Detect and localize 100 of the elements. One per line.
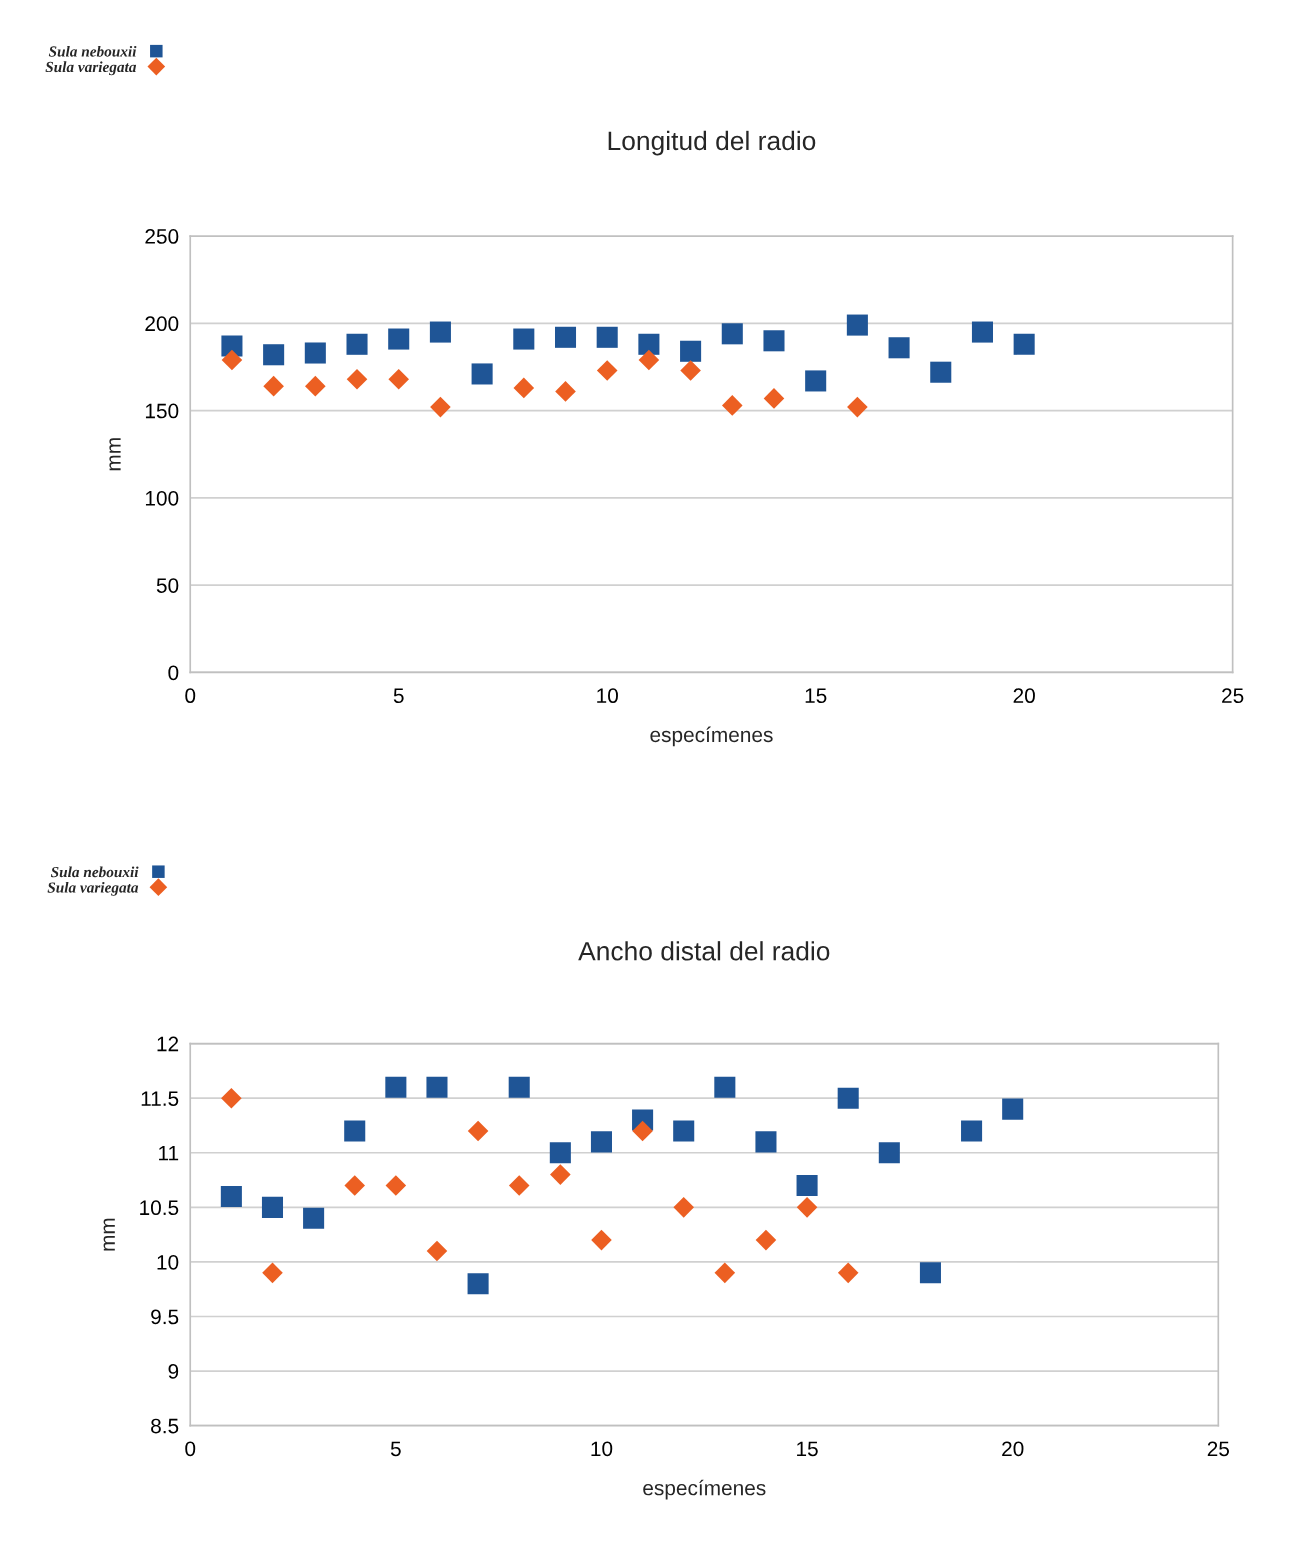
- point: [755, 1131, 777, 1153]
- point: [846, 314, 868, 336]
- y-tick-label: 150: [145, 403, 179, 419]
- point: [262, 1262, 283, 1284]
- x-tick-label: 5: [390, 1441, 401, 1457]
- x-axis-title: especímenes: [650, 726, 773, 747]
- point: [304, 342, 326, 364]
- point: [471, 363, 493, 385]
- point: [388, 328, 410, 350]
- y-axis-title: mm: [109, 438, 121, 471]
- point: [680, 340, 702, 362]
- point: [1013, 333, 1035, 355]
- chart-title: Longitud del radio: [608, 130, 816, 156]
- point: [961, 1120, 983, 1142]
- point: [429, 321, 451, 343]
- point: [467, 1273, 489, 1295]
- point: [344, 1175, 366, 1196]
- point: [555, 381, 576, 402]
- point: [508, 1076, 530, 1098]
- point: [221, 1087, 242, 1109]
- point: [1002, 1098, 1024, 1120]
- x-tick-label: 0: [185, 688, 196, 704]
- point: [550, 1164, 571, 1185]
- y-tick-label: 10: [157, 1254, 179, 1270]
- point: [263, 344, 285, 366]
- y-tick-label: 100: [145, 490, 179, 506]
- x-tick-label: 15: [797, 1441, 818, 1457]
- point: [763, 388, 785, 409]
- legend-label: Sula nebouxii: [50, 866, 139, 878]
- y-tick-label: 0: [168, 665, 179, 681]
- point: [346, 333, 368, 355]
- point: [837, 1262, 859, 1284]
- y-tick-label: 9: [168, 1364, 179, 1379]
- point: [888, 337, 910, 359]
- x-tick-label: 20: [1002, 1441, 1024, 1457]
- x-tick-label: 0: [185, 1441, 196, 1457]
- point: [796, 1174, 818, 1197]
- point: [426, 1240, 448, 1262]
- y-tick-label: 11.5: [141, 1091, 179, 1106]
- x-tick-label: 10: [591, 1441, 613, 1457]
- point: [549, 1142, 571, 1164]
- point: [632, 1120, 653, 1142]
- point: [971, 321, 993, 343]
- point: [513, 328, 535, 350]
- point: [385, 1076, 407, 1098]
- point: [596, 360, 618, 381]
- point: [388, 368, 410, 390]
- x-tick-label: 20: [1013, 688, 1035, 704]
- point: [305, 375, 326, 397]
- y-tick-label: 200: [145, 316, 179, 332]
- point: [221, 349, 243, 371]
- y-tick-label: 8.5: [151, 1418, 179, 1434]
- point: [714, 1262, 736, 1284]
- point: [721, 395, 743, 416]
- point: [346, 368, 368, 390]
- point: [344, 1120, 366, 1142]
- point: [430, 396, 451, 418]
- point: [638, 333, 660, 355]
- point: [303, 1207, 325, 1229]
- point: [673, 1120, 695, 1142]
- point: [919, 1262, 941, 1284]
- y-tick-label: 50: [156, 578, 179, 593]
- x-tick-label: 15: [805, 688, 827, 704]
- y-tick-label: 12: [157, 1036, 179, 1052]
- point: [508, 1175, 530, 1196]
- x-tick-label: 25: [1207, 1441, 1230, 1457]
- y-tick-label: 10.5: [140, 1200, 179, 1216]
- point: [930, 361, 952, 383]
- legend-label: Sula variegata: [45, 61, 137, 76]
- point: [220, 1185, 242, 1207]
- legend-label: Sula nebouxii: [48, 45, 137, 57]
- x-axis-title: especímenes: [643, 1479, 766, 1500]
- point: [513, 377, 535, 399]
- point: [805, 370, 827, 392]
- point: [638, 349, 660, 371]
- y-axis-title: mm: [103, 1218, 115, 1251]
- point: [596, 326, 618, 348]
- y-tick-label: 250: [145, 229, 179, 244]
- point: [837, 1087, 859, 1109]
- point: [261, 1196, 284, 1218]
- point: [796, 1197, 818, 1218]
- legend-label: Sula variegata: [47, 881, 139, 896]
- point: [467, 1120, 489, 1142]
- point: [385, 1175, 407, 1196]
- y-tick-label: 9.5: [151, 1309, 179, 1325]
- point: [426, 1076, 448, 1098]
- point: [263, 375, 284, 397]
- point: [554, 326, 577, 348]
- point: [673, 1197, 695, 1218]
- point: [847, 396, 868, 418]
- x-tick-label: 25: [1222, 688, 1244, 704]
- chart-title: Ancho distal del radio: [578, 941, 830, 961]
- point: [591, 1229, 612, 1251]
- point: [755, 1229, 777, 1251]
- x-tick-label: 10: [597, 688, 618, 704]
- point: [680, 360, 701, 381]
- point: [878, 1142, 900, 1164]
- x-tick-label: 5: [393, 688, 404, 704]
- point: [590, 1131, 612, 1153]
- point: [721, 323, 743, 345]
